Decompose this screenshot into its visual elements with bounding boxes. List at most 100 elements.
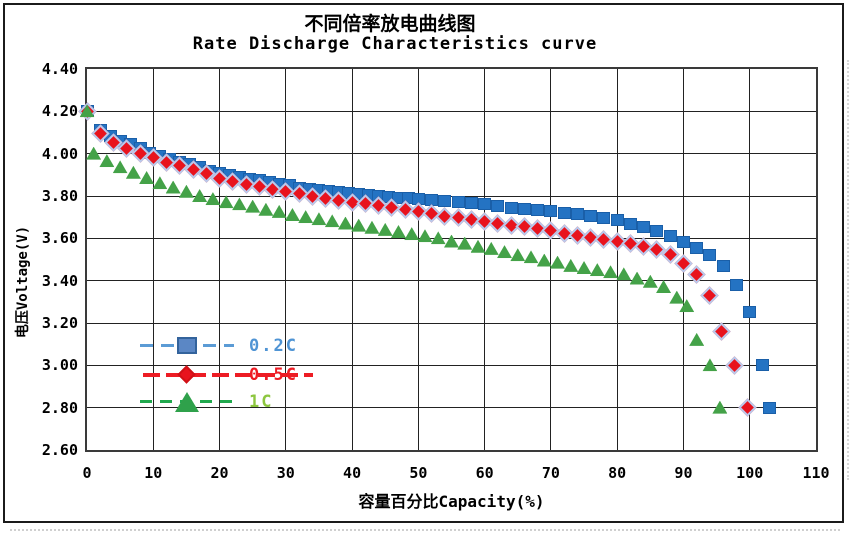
data-point-1C [351, 218, 367, 232]
data-point-0.2C [478, 198, 492, 211]
data-point-1C [390, 224, 406, 238]
data-point-1C [298, 210, 314, 224]
gridline-horizontal [87, 364, 816, 366]
data-point-1C [702, 358, 718, 372]
data-point-1C [497, 245, 513, 259]
data-point-1C [192, 189, 208, 202]
data-point-1C [669, 290, 685, 304]
data-point-1C [271, 204, 287, 218]
x-tick-label: 110 [802, 464, 830, 482]
y-tick-label: 4.40 [41, 60, 78, 78]
chart-subtitle: Rate Discharge Characteristics curve [192, 34, 598, 54]
data-point-0.2C [637, 220, 651, 233]
data-point-1C [603, 265, 619, 279]
data-point-0.5C [687, 265, 706, 284]
data-point-1C [364, 220, 380, 234]
y-tick-label: 4.00 [41, 144, 78, 163]
data-point-1C [258, 202, 274, 216]
data-point-1C [404, 227, 420, 241]
data-point-1C [629, 271, 645, 285]
gridline-horizontal [87, 280, 816, 282]
data-point-1C [178, 184, 194, 198]
x-tick-label: 70 [541, 464, 560, 482]
data-point-0.2C [451, 196, 465, 209]
data-point-0.2C [531, 203, 545, 216]
data-point-1C [563, 258, 579, 272]
data-point-0.2C [597, 212, 611, 225]
data-point-1C [656, 280, 672, 294]
y-tick-label: 3.20 [41, 314, 78, 332]
data-point-1C [417, 229, 433, 243]
data-point-1C [642, 274, 658, 288]
data-point-0.2C [438, 195, 452, 208]
data-point-0.5C [712, 322, 731, 341]
data-point-0.2C [763, 401, 777, 414]
gridline-vertical [550, 69, 552, 450]
data-point-1C [86, 146, 102, 160]
data-point-1C [125, 165, 141, 179]
x-axis-title: 容量百分比Capacity(%) [358, 492, 545, 511]
data-point-0.2C [676, 235, 690, 248]
data-point-1C [165, 180, 181, 194]
data-point-1C [589, 263, 605, 277]
gridline-vertical [749, 69, 751, 450]
data-point-1C [284, 208, 300, 222]
data-point-1C [231, 197, 247, 211]
x-tick-label: 80 [608, 464, 627, 482]
x-tick-label: 100 [736, 464, 764, 482]
y-tick-label: 3.80 [41, 187, 78, 205]
data-point-0.5C [725, 356, 744, 375]
data-point-1C [139, 171, 155, 184]
x-tick-label: 60 [475, 464, 494, 482]
data-point-0.5C [738, 398, 757, 417]
y-tick-label: 3.00 [41, 356, 78, 375]
gridline-vertical [417, 69, 419, 450]
data-point-1C [377, 222, 393, 236]
data-point-1C [245, 199, 261, 213]
x-tick-label: 30 [276, 464, 295, 482]
data-point-1C [483, 241, 499, 255]
gridline-vertical [616, 69, 618, 450]
data-point-1C [324, 214, 340, 228]
x-tick-label: 40 [343, 464, 362, 482]
chart-outer-frame [3, 3, 844, 523]
x-tick-label: 50 [409, 464, 428, 482]
gridline-vertical [351, 69, 353, 450]
data-point-0.5C [700, 286, 720, 305]
data-point-1C [616, 267, 632, 281]
data-point-0.2C [703, 249, 717, 262]
data-point-1C [712, 400, 728, 414]
data-point-0.2C [743, 306, 757, 319]
data-point-1C [152, 176, 168, 190]
x-tick-label: 10 [144, 464, 163, 482]
data-point-1C [99, 154, 115, 168]
y-tick-label: 2.80 [41, 398, 78, 417]
markers-layer [77, 69, 816, 450]
y-tick-label: 4.20 [41, 102, 78, 121]
gridline-vertical [152, 69, 154, 450]
plot-area: 0.2C 0.5C 1C [77, 67, 818, 452]
x-tick-label: 20 [210, 464, 229, 482]
data-point-0.2C [570, 207, 584, 220]
y-tick-label: 2.60 [41, 441, 78, 459]
spreadsheet-gridline-artifact-bottom [10, 529, 840, 531]
data-point-1C [689, 332, 705, 346]
gridline-horizontal [87, 322, 816, 324]
data-point-0.2C [623, 217, 637, 230]
data-point-1C [550, 255, 566, 269]
data-point-1C [510, 248, 526, 262]
data-point-0.2C [690, 241, 704, 254]
gridline-horizontal [87, 195, 816, 197]
gridline-vertical [219, 69, 221, 450]
x-tick-label: 0 [82, 464, 92, 482]
data-point-0.2C [557, 206, 571, 219]
data-point-0.2C [517, 202, 531, 215]
y-tick-label: 3.40 [41, 271, 78, 290]
data-point-0.2C [756, 359, 770, 372]
data-point-0.2C [716, 259, 730, 272]
data-point-1C [337, 216, 353, 230]
data-point-0.2C [663, 230, 677, 243]
gridline-vertical [484, 69, 486, 450]
data-point-0.2C [544, 204, 558, 217]
